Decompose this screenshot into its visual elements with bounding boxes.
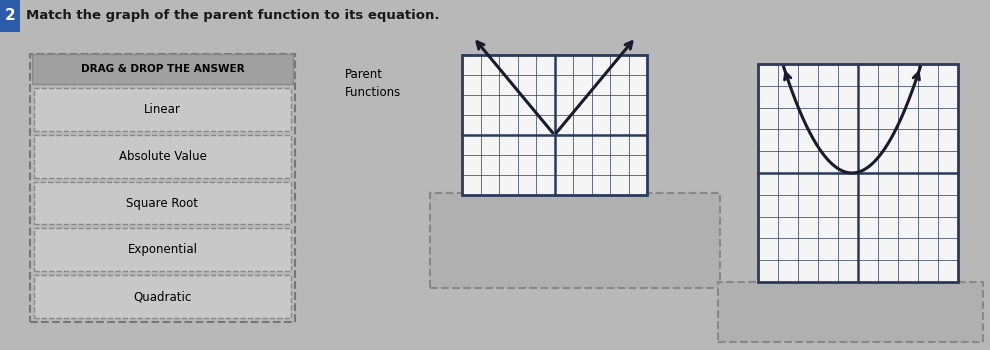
- Bar: [34, 88, 291, 131]
- Text: Square Root: Square Root: [127, 196, 199, 210]
- Bar: [34, 135, 291, 177]
- Bar: [0, 0, 20, 32]
- Text: Exponential: Exponential: [128, 243, 197, 256]
- Text: DRAG & DROP THE ANSWER: DRAG & DROP THE ANSWER: [81, 64, 245, 74]
- Bar: [718, 282, 983, 342]
- Bar: [34, 229, 291, 271]
- Text: 2: 2: [5, 8, 16, 23]
- Bar: [30, 54, 295, 322]
- Bar: [430, 193, 720, 288]
- Text: Quadratic: Quadratic: [134, 290, 192, 303]
- Text: Absolute Value: Absolute Value: [119, 150, 207, 163]
- Bar: [34, 275, 291, 318]
- Text: Linear: Linear: [145, 103, 181, 116]
- Bar: [32, 54, 293, 84]
- Text: Parent
Functions: Parent Functions: [345, 68, 401, 99]
- Bar: [462, 55, 647, 195]
- Text: Match the graph of the parent function to its equation.: Match the graph of the parent function t…: [26, 9, 440, 22]
- Bar: [34, 182, 291, 224]
- Bar: [758, 64, 958, 282]
